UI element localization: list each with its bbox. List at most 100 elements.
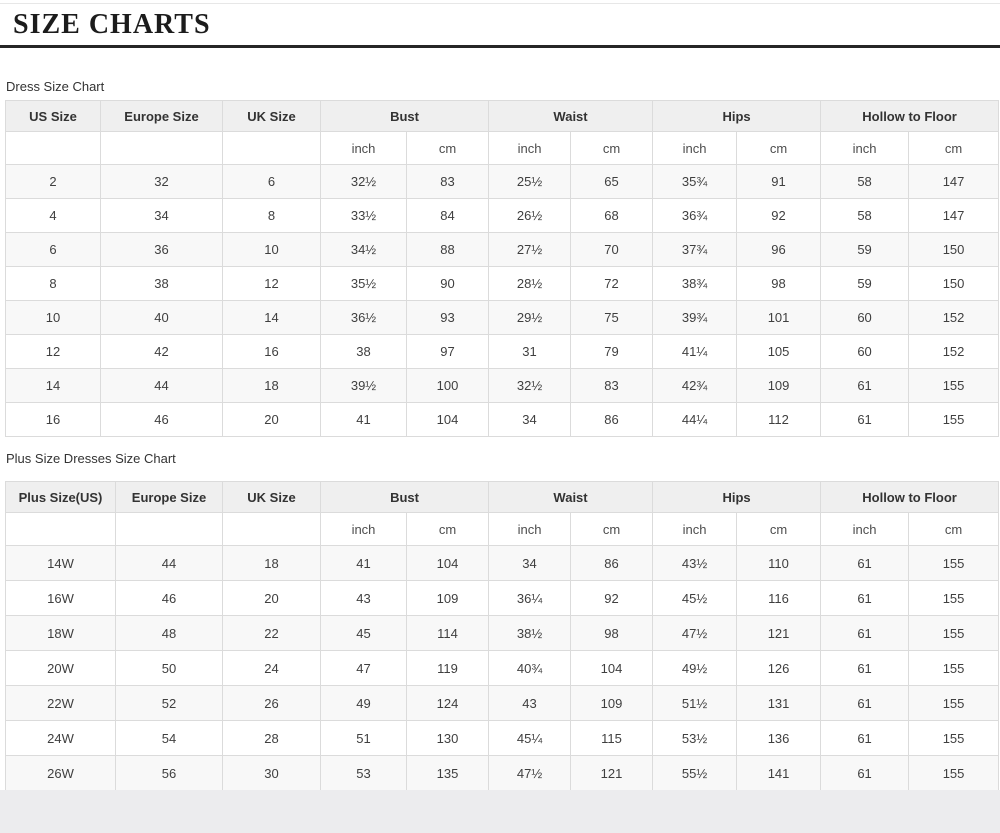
size-cell: 14 [5, 368, 101, 403]
value-cell: 130 [405, 720, 490, 756]
table-row: 4 34 8 33½ 84 26½ 68 36¾ 92 58 147 [5, 198, 1000, 233]
value-cell: 135 [405, 755, 490, 791]
value-cell: 51 [320, 720, 407, 756]
value-cell: 40¾ [488, 650, 572, 686]
value-cell: 34½ [320, 232, 407, 267]
value-cell: 92 [570, 580, 654, 616]
table-row: 2 32 6 32½ 83 25½ 65 35¾ 91 58 147 [5, 164, 1000, 199]
size-cell: 18W [5, 615, 116, 651]
value-cell: 6 [222, 164, 321, 199]
value-cell: 36¾ [652, 198, 738, 233]
value-cell: 92 [736, 198, 822, 233]
unit-label: cm [405, 131, 490, 165]
value-cell: 96 [736, 232, 822, 267]
top-divider [0, 3, 1000, 4]
value-cell: 104 [405, 402, 490, 437]
value-cell: 35½ [320, 266, 407, 301]
unit-label: inch [820, 131, 910, 165]
value-cell: 61 [820, 755, 910, 791]
value-cell: 47½ [652, 615, 738, 651]
value-cell: 152 [908, 300, 1000, 335]
value-cell: 18 [222, 368, 321, 403]
value-cell: 155 [908, 615, 1000, 651]
value-cell: 84 [405, 198, 490, 233]
value-cell: 155 [908, 368, 1000, 403]
value-cell: 98 [736, 266, 822, 301]
value-cell: 61 [820, 615, 910, 651]
value-cell: 31 [488, 334, 572, 369]
value-cell: 28 [222, 720, 321, 756]
table-row: 14 44 18 39½ 100 32½ 83 42¾ 109 61 155 [5, 368, 1000, 403]
size-cell: 16 [5, 402, 101, 437]
value-cell: 88 [405, 232, 490, 267]
value-cell: 155 [908, 545, 1000, 581]
value-cell: 38½ [488, 615, 572, 651]
table-caption-dress: Dress Size Chart [6, 79, 105, 94]
value-cell: 97 [405, 334, 490, 369]
value-cell: 53 [320, 755, 407, 791]
unit-row: inch cm inch cm inch cm inch cm [5, 512, 1000, 546]
unit-label: cm [570, 131, 654, 165]
value-cell: 75 [570, 300, 654, 335]
value-cell: 42 [100, 334, 223, 369]
value-cell: 83 [570, 368, 654, 403]
empty-cell [5, 512, 116, 546]
value-cell: 44 [115, 545, 223, 581]
header-cell: UK Size [222, 481, 321, 513]
size-cell: 6 [5, 232, 101, 267]
value-cell: 36 [100, 232, 223, 267]
value-cell: 43 [488, 685, 572, 721]
page-title: SIZE CHARTS [13, 9, 211, 40]
plus-size-chart-section: Plus Size Dresses Size Chart Plus Size(U… [0, 451, 1000, 791]
unit-label: cm [570, 512, 654, 546]
value-cell: 35¾ [652, 164, 738, 199]
value-cell: 121 [736, 615, 822, 651]
value-cell: 58 [820, 198, 910, 233]
value-cell: 27½ [488, 232, 572, 267]
value-cell: 26 [222, 685, 321, 721]
value-cell: 40 [100, 300, 223, 335]
value-cell: 39½ [320, 368, 407, 403]
size-cell: 2 [5, 164, 101, 199]
unit-label: inch [652, 512, 738, 546]
value-cell: 72 [570, 266, 654, 301]
value-cell: 38¾ [652, 266, 738, 301]
unit-label: cm [908, 512, 1000, 546]
value-cell: 110 [736, 545, 822, 581]
header-cell: Waist [488, 481, 654, 513]
unit-label: inch [488, 512, 572, 546]
table-caption-plus: Plus Size Dresses Size Chart [6, 451, 176, 466]
value-cell: 109 [570, 685, 654, 721]
header-cell: Plus Size(US) [5, 481, 116, 513]
value-cell: 20 [222, 580, 321, 616]
value-cell: 43½ [652, 545, 738, 581]
table-row: 26W 56 30 53 135 47½ 121 55½ 141 61 155 [5, 755, 1000, 791]
unit-label: cm [405, 512, 490, 546]
empty-cell [115, 512, 223, 546]
value-cell: 18 [222, 545, 321, 581]
value-cell: 49½ [652, 650, 738, 686]
value-cell: 65 [570, 164, 654, 199]
value-cell: 83 [405, 164, 490, 199]
value-cell: 47½ [488, 755, 572, 791]
value-cell: 49 [320, 685, 407, 721]
value-cell: 38 [320, 334, 407, 369]
value-cell: 150 [908, 266, 1000, 301]
value-cell: 45 [320, 615, 407, 651]
value-cell: 61 [820, 720, 910, 756]
unit-label: inch [320, 131, 407, 165]
value-cell: 114 [405, 615, 490, 651]
size-cell: 4 [5, 198, 101, 233]
header-row: Plus Size(US) Europe Size UK Size Bust Waist… [5, 481, 1000, 513]
dress-size-chart-section: Dress Size Chart US Size Europe Size UK Si… [0, 79, 1000, 437]
value-cell: 105 [736, 334, 822, 369]
value-cell: 70 [570, 232, 654, 267]
value-cell: 116 [736, 580, 822, 616]
plus-size-table: Plus Size(US) Europe Size UK Size Bust Waist… [5, 481, 1000, 791]
value-cell: 79 [570, 334, 654, 369]
value-cell: 155 [908, 755, 1000, 791]
table-row: 22W 52 26 49 124 43 109 51½ 131 61 155 [5, 685, 1000, 721]
value-cell: 44 [100, 368, 223, 403]
unit-label: inch [820, 512, 910, 546]
